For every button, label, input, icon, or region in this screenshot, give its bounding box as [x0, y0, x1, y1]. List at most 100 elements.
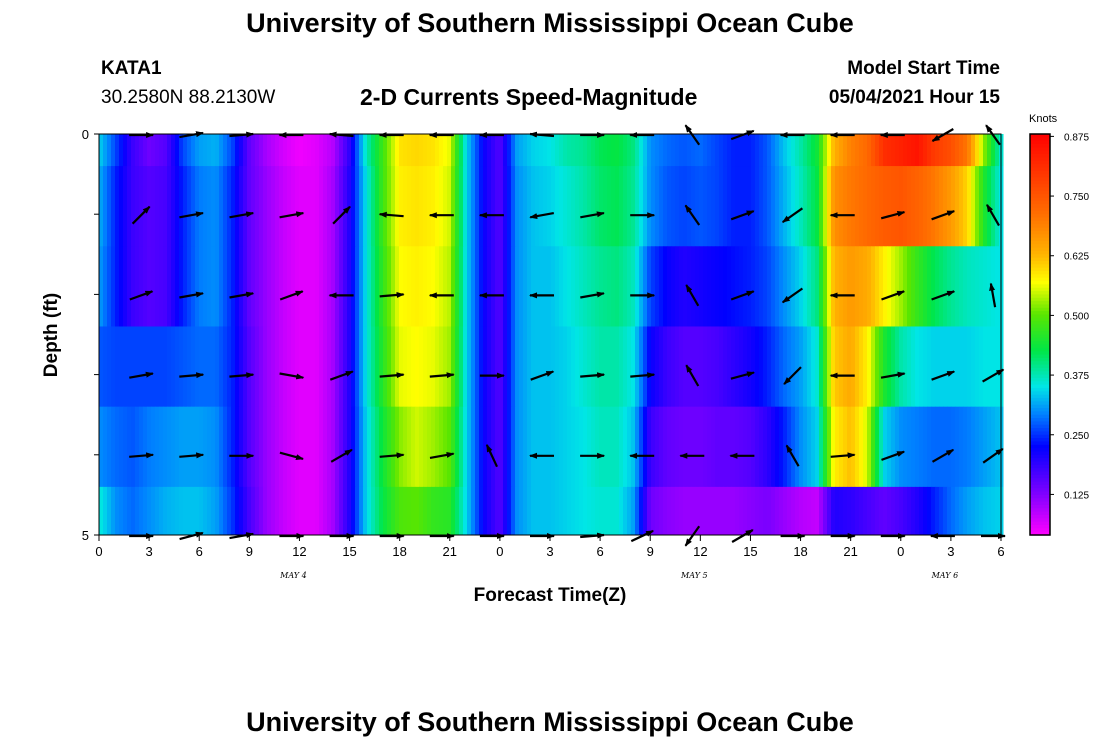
heat-cell: [495, 246, 500, 327]
heat-cell: [699, 326, 704, 408]
x-tick-label: 12: [693, 544, 707, 559]
heat-cell: [811, 486, 816, 536]
heat-cell: [551, 486, 556, 536]
heat-cell: [211, 326, 216, 408]
heat-cell: [471, 486, 476, 536]
heat-cell: [103, 486, 108, 536]
colorbar-segment: [1030, 434, 1050, 439]
heat-cell: [591, 246, 596, 327]
heat-cell: [807, 326, 812, 408]
heat-cell: [143, 406, 148, 488]
heat-cell: [511, 326, 516, 408]
heat-cell: [187, 406, 192, 488]
heat-cell: [299, 486, 304, 536]
heat-cell: [691, 166, 696, 247]
heat-cell: [355, 406, 360, 488]
colorbar-segment: [1030, 357, 1050, 362]
heat-cell: [559, 486, 564, 536]
heat-cell: [379, 486, 384, 536]
heat-cell: [151, 486, 156, 536]
heat-cell: [627, 246, 632, 327]
heat-cell: [199, 134, 204, 167]
heat-cell: [663, 166, 668, 247]
heat-cell: [675, 406, 680, 488]
heat-cell: [363, 486, 368, 536]
heat-cell: [203, 406, 208, 488]
heat-cell: [887, 134, 892, 167]
heat-cell: [103, 246, 108, 327]
heat-cell: [651, 166, 656, 247]
heat-cell: [747, 166, 752, 247]
x-tick-label: 3: [947, 544, 954, 559]
heat-cell: [443, 486, 448, 536]
heat-cell: [467, 246, 472, 327]
heat-cell: [955, 326, 960, 408]
heat-cell: [655, 486, 660, 536]
heat-cell: [299, 246, 304, 327]
heat-cell: [563, 406, 568, 488]
heat-cell: [375, 246, 380, 327]
heat-cell: [231, 486, 236, 536]
heat-cell: [463, 486, 468, 536]
heat-cell: [355, 486, 360, 536]
heat-cell: [131, 134, 136, 167]
current-vector: [684, 204, 701, 226]
heat-cell: [263, 406, 268, 488]
current-vector: [931, 210, 956, 221]
colorbar-segment: [1030, 257, 1050, 262]
heat-cell: [899, 134, 904, 167]
heat-cell: [943, 246, 948, 327]
heat-cell: [183, 486, 188, 536]
heat-cell: [603, 406, 608, 488]
heat-cell: [635, 326, 640, 408]
heat-cell: [267, 246, 272, 327]
heat-cell: [355, 134, 360, 167]
heat-cell: [927, 486, 932, 536]
heat-cell: [531, 134, 536, 167]
heat-cell: [919, 246, 924, 327]
colorbar-segment: [1030, 361, 1050, 366]
heat-cell: [563, 134, 568, 167]
heat-cell: [303, 486, 308, 536]
heat-cell: [251, 486, 256, 536]
heat-cell: [787, 134, 792, 167]
heat-cell: [783, 134, 788, 167]
heat-cell: [491, 406, 496, 488]
colorbar-segment: [1030, 458, 1050, 463]
heat-cell: [823, 326, 828, 408]
heat-cell: [423, 134, 428, 167]
colorbar-segment: [1030, 194, 1050, 199]
heat-cell: [343, 166, 348, 247]
heat-cell: [671, 134, 676, 167]
current-vector: [781, 287, 804, 304]
heat-cell: [755, 134, 760, 167]
heat-cell: [219, 246, 224, 327]
heat-cell: [851, 406, 856, 488]
heat-cell: [511, 406, 516, 488]
heat-cell: [947, 326, 952, 408]
colorbar-segment: [1030, 384, 1050, 389]
colorbar-segment: [1030, 304, 1050, 309]
heat-cell: [739, 166, 744, 247]
heat-cell: [975, 406, 980, 488]
heat-cell: [423, 326, 428, 408]
heat-cell: [923, 246, 928, 327]
colorbar-segment: [1030, 217, 1050, 222]
heat-cell: [179, 486, 184, 536]
colorbar-segment: [1030, 444, 1050, 449]
heat-cell: [783, 246, 788, 327]
heat-cell: [667, 134, 672, 167]
heat-cell: [483, 246, 488, 327]
heat-cell: [707, 326, 712, 408]
heat-cell: [407, 134, 412, 167]
heat-cell: [127, 406, 132, 488]
heat-cell: [795, 134, 800, 167]
heat-cell: [587, 134, 592, 167]
heat-cell: [671, 246, 676, 327]
heat-cell: [531, 406, 536, 488]
heat-cell: [695, 166, 700, 247]
heat-cell: [471, 134, 476, 167]
heat-cell: [567, 134, 572, 167]
heat-cell: [387, 486, 392, 536]
